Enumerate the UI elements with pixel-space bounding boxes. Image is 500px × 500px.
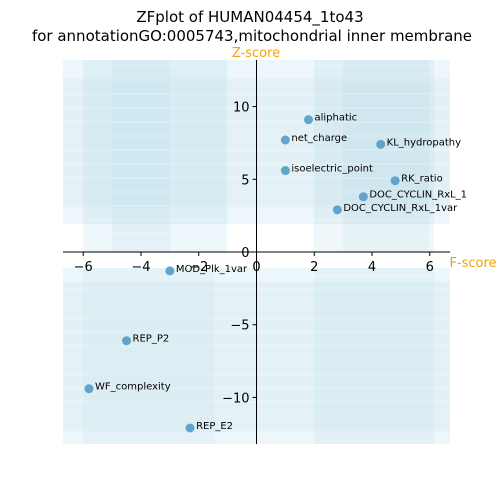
- data-point-9: [84, 384, 94, 394]
- data-point-label-10: REP_E2: [196, 421, 233, 432]
- data-point-label-3: isoelectric_point: [291, 164, 373, 175]
- x-tick-label: 0: [252, 260, 260, 275]
- data-point-label-1: net_charge: [291, 133, 347, 144]
- x-tick-label: 2: [310, 260, 318, 275]
- y-tick-label: −5: [230, 319, 249, 334]
- chart-title-line-2: for annotationGO:0005743,mitochondrial i…: [32, 27, 472, 45]
- data-point-label-2: KL_hydropathy: [387, 137, 461, 148]
- data-point-0: [303, 115, 313, 125]
- chart-title-line-1: ZFplot of HUMAN04454_1to43: [136, 8, 363, 27]
- data-point-label-0: aliphatic: [314, 113, 357, 124]
- data-point-label-4: RK_ratio: [401, 174, 443, 185]
- data-point-5: [358, 192, 368, 202]
- data-point-label-5: DOC_CYCLIN_RxL_1: [369, 190, 467, 201]
- axes: [63, 60, 450, 444]
- x-tick-label: 4: [368, 260, 376, 275]
- x-axis-label: F-score: [449, 256, 496, 271]
- shading-band-5: [112, 60, 170, 253]
- y-tick-label: −10: [222, 391, 249, 406]
- tick-labels: −6 −4 −2 0 2 4 6 −10 −5 0 5 10: [74, 101, 434, 407]
- data-point-7: [165, 266, 175, 276]
- data-point-label-9: WF_complexity: [95, 382, 171, 393]
- data-point-1: [280, 135, 290, 145]
- shading-band-6: [314, 60, 434, 253]
- data-point-2: [376, 139, 386, 149]
- x-tick-label: 6: [426, 260, 434, 275]
- data-point-10: [185, 423, 195, 433]
- data-point-3: [280, 166, 290, 176]
- x-tick-label: −6: [74, 260, 93, 275]
- shading-band-7: [343, 60, 429, 253]
- x-tick-label: −2: [189, 260, 208, 275]
- data-points: aliphatic net_charge KL_hydropathy isoelect…: [84, 113, 467, 433]
- x-tick-label: −4: [131, 260, 150, 275]
- data-point-6: [332, 205, 342, 215]
- shading-band-9: [314, 268, 434, 444]
- data-point-8: [122, 336, 132, 346]
- data-point-label-6: DOC_CYCLIN_RxL_1var: [343, 203, 458, 214]
- data-point-label-8: REP_P2: [133, 334, 170, 345]
- shading-band-8: [83, 268, 215, 444]
- y-tick-label: 0: [241, 246, 249, 261]
- y-tick-label: 10: [233, 101, 250, 116]
- shading-band-4: [83, 60, 227, 253]
- data-point-label-7: MOD_Plk_1var: [176, 264, 248, 275]
- y-axis-label: Z-score: [232, 46, 280, 61]
- y-tick-label: 5: [241, 173, 249, 188]
- data-point-4: [390, 176, 400, 186]
